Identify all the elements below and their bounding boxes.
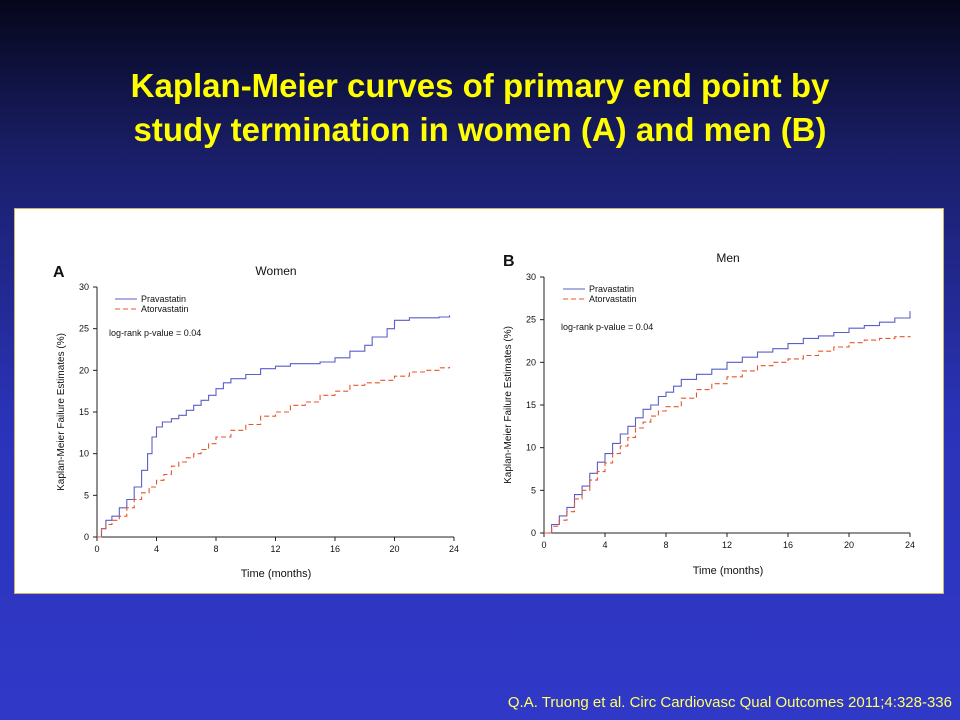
chart-b-x-axis-label: Time (months) [693,565,764,577]
chart-a-y-axis-label: Kaplan-Meier Failure Estimates (%) [56,333,67,491]
chart-a-title: Women [255,264,296,278]
chart-b-y-tick-label: 0 [531,528,536,538]
chart-a-panel-letter: A [53,264,65,281]
chart-a-series-atorvastatin-line [97,367,451,538]
figure-panel: 0 4 8 12 16 20 24 0 5 10 15 20 25 30 A Women Time (month… [14,208,944,594]
chart-a-y-tick-label: 5 [84,490,89,500]
chart-b-series-atorvastatin-line [544,335,911,534]
chart-a-y-tick-label: 25 [79,324,89,334]
chart-b-x-tick-label: 16 [783,540,793,550]
chart-b-y-tick-label: 5 [531,485,536,495]
chart-b-legend-label-pravastatin: Pravastatin [589,284,634,294]
chart-a-x-tick-label: 24 [449,544,459,554]
chart-a-x-tick-label: 16 [330,544,340,554]
chart-b-y-tick-label: 10 [526,443,536,453]
chart-b-y-tick-label: 20 [526,357,536,367]
chart-b-annotation: log-rank p-value = 0.04 [561,322,653,332]
chart-a-x-tick-label: 8 [213,544,218,554]
chart-b-series-pravastatin-line [544,311,911,534]
chart-b-x-tick-label: 4 [602,540,607,550]
chart-b-y-tick-label: 30 [526,272,536,282]
chart-a-y-tick-label: 0 [84,532,89,542]
km-figure: 0 4 8 12 16 20 24 0 5 10 15 20 25 30 A Women Time (month… [53,251,915,580]
chart-a-legend-label-pravastatin: Pravastatin [141,294,186,304]
chart-b-panel-letter: B [503,253,515,270]
chart-b-x-tick-label: 0 [541,540,546,550]
chart-b-x-tick-label: 24 [905,540,915,550]
chart-b-x-tick-label: 8 [663,540,668,550]
chart-b-x-tick-label: 20 [844,540,854,550]
chart-a-x-tick-label: 12 [270,544,280,554]
chart-a-y-tick-label: 20 [79,365,89,375]
chart-a-y-tick-label: 30 [79,282,89,292]
chart-b-y-tick-label: 25 [526,315,536,325]
slide-title: Kaplan-Meier curves of primary end point… [40,64,920,152]
chart-b-y-axis-label: Kaplan-Meier Failure Estimates (%) [503,326,514,484]
chart-a-x-tick-label: 0 [94,544,99,554]
chart-b-legend-label-atorvastatin: Atorvastatin [589,294,637,304]
chart-a-legend-label-atorvastatin: Atorvastatin [141,304,189,314]
chart-a-x-axis-label: Time (months) [241,568,312,580]
chart-a-y-tick-label: 10 [79,449,89,459]
chart-a-y-tick-label: 15 [79,407,89,417]
slide-title-line-2: study termination in women (A) and men (… [133,111,827,148]
chart-b-x-tick-label: 12 [722,540,732,550]
chart-b-title: Men [716,251,739,265]
citation: Q.A. Truong et al. Circ Cardiovasc Qual … [507,694,952,711]
chart-a-series-pravastatin-line [97,315,451,538]
chart-a-annotation: log-rank p-value = 0.04 [109,328,201,338]
chart-b-y-tick-label: 15 [526,400,536,410]
chart-a-x-tick-label: 20 [389,544,399,554]
slide-title-line-1: Kaplan-Meier curves of primary end point… [130,67,830,104]
chart-a-x-tick-label: 4 [154,544,159,554]
